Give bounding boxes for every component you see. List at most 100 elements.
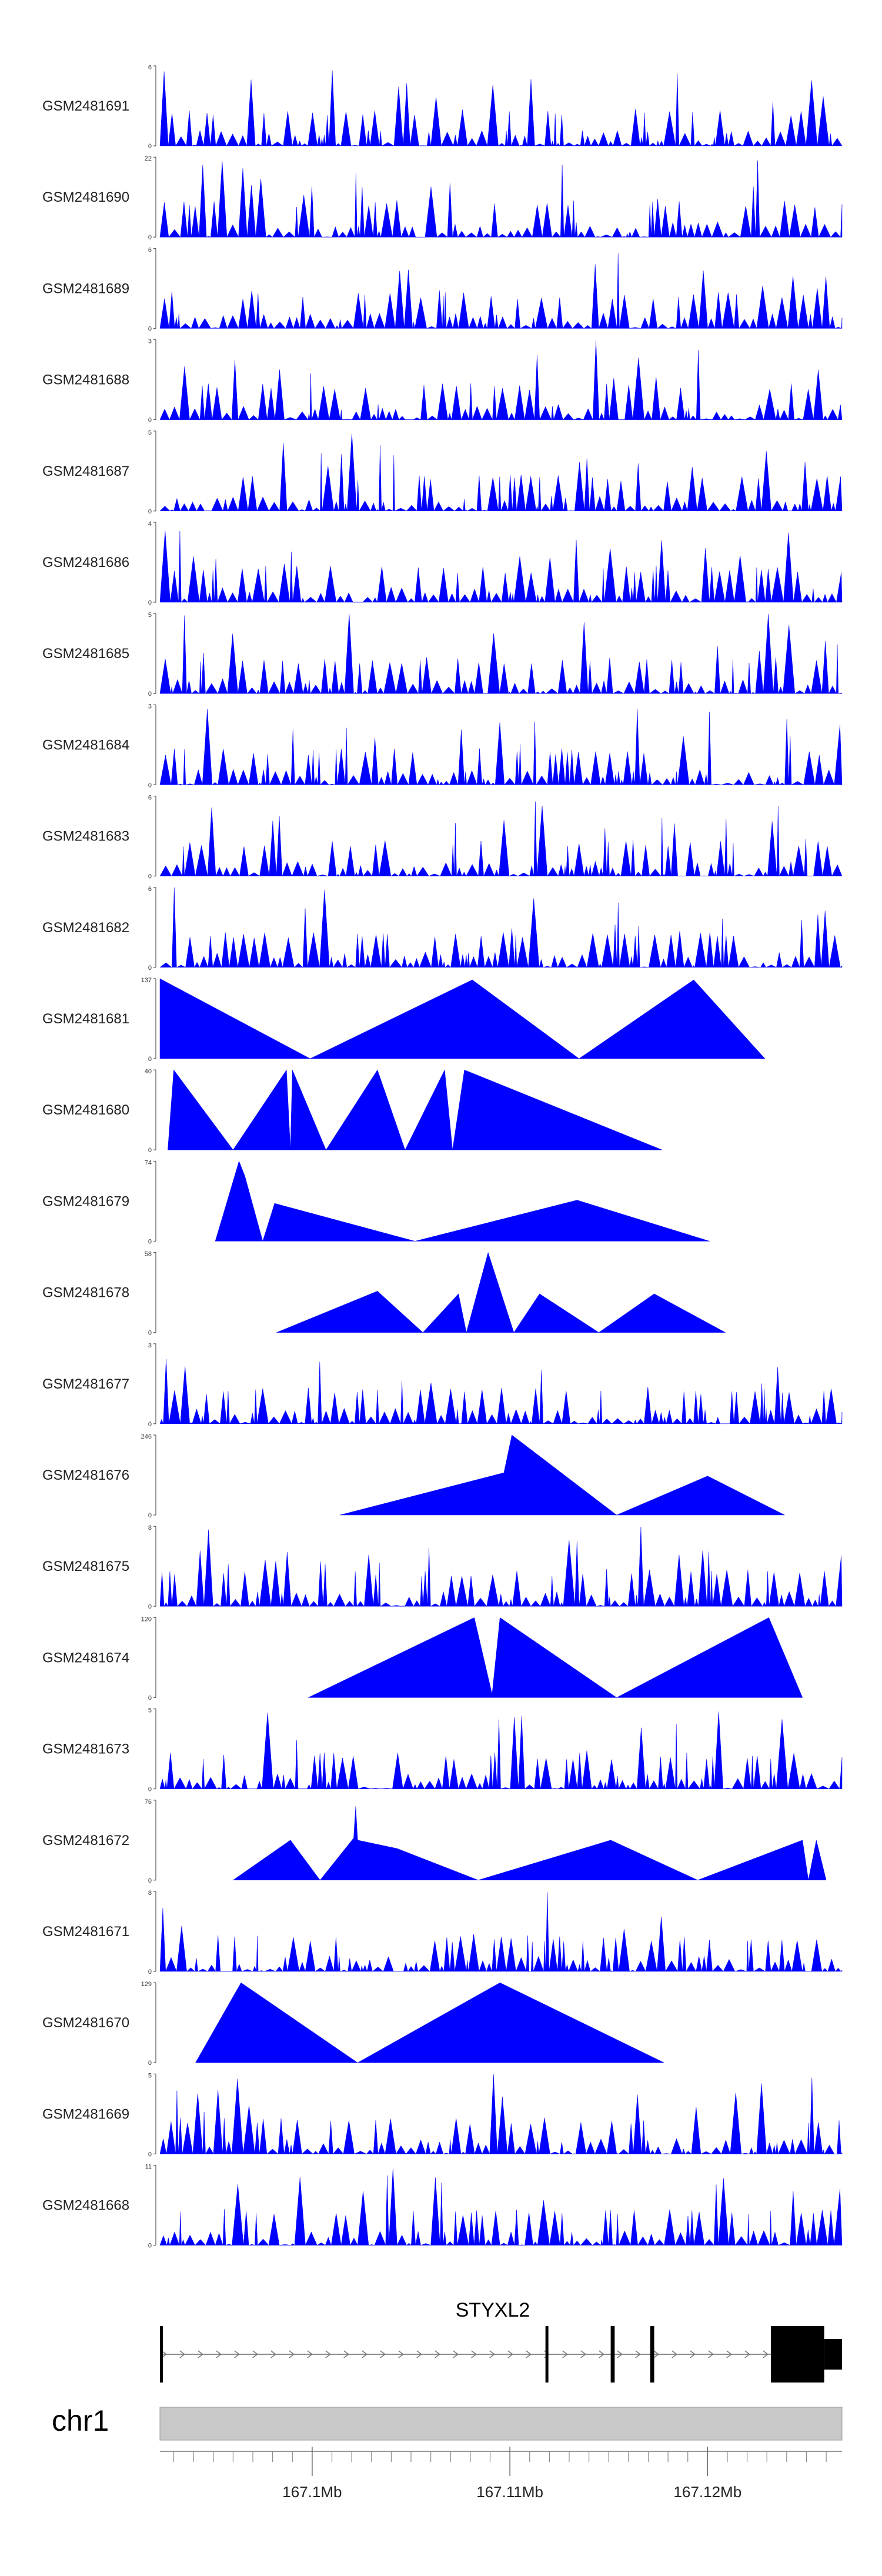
coverage-area [339, 1434, 785, 1516]
sample-label: GSM2481683 [42, 829, 129, 845]
exon [824, 2339, 842, 2370]
sample-label: GSM2481676 [42, 1467, 129, 1483]
y-min-label: 0 [148, 325, 152, 332]
strand-arrow [744, 2350, 750, 2358]
strand-arrow [562, 2350, 568, 2358]
track-GSM2481673: GSM2481673 5 0 [42, 1707, 843, 1793]
y-min-label: 0 [148, 2060, 152, 2067]
y-max-label: 5 [148, 1707, 152, 1714]
exon [650, 2326, 654, 2383]
coverage-area [195, 1982, 664, 2063]
exon [545, 2326, 549, 2383]
coverage-area [159, 887, 843, 968]
coverage-area [159, 253, 843, 329]
sample-label: GSM2481675 [42, 1559, 129, 1574]
coverage-area [159, 801, 843, 877]
y-max-label: 3 [148, 338, 152, 345]
strand-arrow [708, 2350, 714, 2358]
y-min-label: 0 [148, 782, 152, 789]
genome-axis-track: chr1 167.1Mb 167.11Mb 167.12Mb [52, 2404, 843, 2501]
track-GSM2481677: GSM2481677 3 0 [42, 1342, 843, 1428]
track-GSM2481675: GSM2481675 8 0 [42, 1524, 843, 1610]
gene-name-label: STYXL2 [456, 2299, 530, 2321]
y-max-label: 76 [145, 1798, 152, 1806]
y-min-label: 0 [148, 965, 152, 972]
y-min-label: 0 [148, 1147, 152, 1154]
sample-label: GSM2481685 [42, 646, 129, 662]
y-min-label: 0 [148, 2243, 152, 2250]
y-max-label: 129 [141, 1981, 152, 1988]
y-min-label: 0 [148, 417, 152, 424]
y-max-label: 120 [141, 1616, 152, 1623]
coverage-area [159, 978, 766, 1059]
coverage-area [159, 2074, 843, 2155]
strand-arrow [179, 2350, 185, 2358]
track-GSM2481685: GSM2481685 5 0 [42, 612, 843, 698]
coverage-tracks: GSM248169160GSM2481690220GSM248168960GSM… [42, 64, 843, 2250]
coverage-area [159, 161, 843, 238]
strand-arrow [526, 2350, 532, 2358]
track-GSM2481671: GSM2481671 8 0 [42, 1890, 843, 1976]
y-max-label: 137 [141, 977, 152, 984]
track-GSM2481669: GSM2481669 5 0 [42, 2072, 843, 2158]
y-max-label: 11 [145, 2164, 152, 2171]
y-min-label: 0 [148, 234, 152, 241]
chromosome-label: chr1 [52, 2404, 109, 2437]
y-min-label: 0 [148, 1603, 152, 1610]
strand-arrow [252, 2350, 258, 2358]
track-GSM2481678: GSM2481678 58 0 [42, 1251, 726, 1337]
strand-arrow [453, 2350, 459, 2358]
y-min-label: 0 [148, 143, 152, 150]
track-GSM2481690: GSM2481690 22 0 [42, 155, 843, 241]
y-max-label: 58 [145, 1251, 152, 1258]
sample-label: GSM2481686 [42, 555, 129, 570]
track-GSM2481687: GSM2481687 5 0 [42, 429, 843, 515]
strand-arrow [216, 2350, 222, 2358]
strand-arrow [435, 2350, 440, 2358]
track-GSM2481691: GSM2481691 6 0 [42, 64, 843, 150]
strand-arrow [653, 2350, 659, 2358]
track-GSM2481679: GSM2481679 74 0 [42, 1159, 710, 1245]
strand-arrow [599, 2350, 604, 2358]
exon [160, 2326, 163, 2383]
y-max-label: 6 [148, 795, 152, 802]
y-max-label: 8 [148, 1890, 152, 1897]
sample-label: GSM2481670 [42, 2015, 129, 2031]
strand-arrow [380, 2350, 386, 2358]
track-GSM2481684: GSM2481684 3 0 [42, 703, 843, 789]
y-min-label: 0 [148, 873, 152, 880]
gene-model-track: STYXL2 [160, 2299, 842, 2383]
strand-arrow [507, 2350, 513, 2358]
track-GSM2481681: GSM2481681 137 0 [42, 977, 766, 1063]
coverage-area [159, 2168, 843, 2246]
sample-label: GSM2481669 [42, 2106, 129, 2122]
sample-label: GSM2481690 [42, 189, 129, 205]
coverage-area [232, 1806, 827, 1881]
strand-arrow [343, 2350, 349, 2358]
strand-arrow [763, 2350, 769, 2358]
strand-arrow [726, 2350, 732, 2358]
y-max-label: 40 [145, 1068, 152, 1075]
sample-label: GSM2481672 [42, 1833, 129, 1848]
sample-label: GSM2481677 [42, 1376, 129, 1392]
sample-label: GSM2481687 [42, 463, 129, 479]
strand-arrow [398, 2350, 404, 2358]
strand-arrow [671, 2350, 677, 2358]
coverage-area [159, 1892, 843, 1972]
y-min-label: 0 [148, 508, 152, 515]
coverage-area [159, 1711, 843, 1790]
sample-label: GSM2481684 [42, 737, 129, 753]
coverage-area [159, 530, 843, 603]
sample-label: GSM2481668 [42, 2198, 129, 2214]
y-max-label: 6 [148, 246, 152, 253]
coverage-area [168, 1069, 663, 1150]
y-max-label: 5 [148, 612, 152, 619]
sample-label: GSM2481674 [42, 1650, 129, 1666]
strand-arrow [416, 2350, 422, 2358]
strand-arrow [471, 2350, 477, 2358]
tick-label: 167.12Mb [674, 2483, 742, 2501]
y-max-label: 4 [148, 520, 152, 528]
coverage-area [159, 1359, 843, 1424]
coverage-area [159, 433, 843, 512]
coverage-area [159, 70, 843, 146]
